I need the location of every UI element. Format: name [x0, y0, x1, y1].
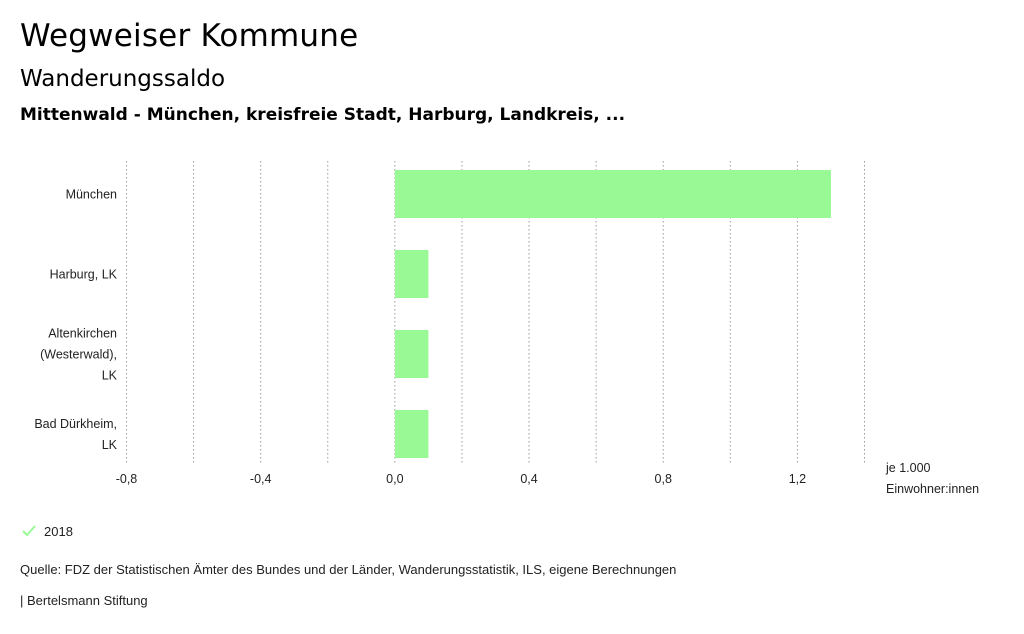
unit-label-line: je 1.000	[885, 461, 931, 475]
chart-region-subtitle: Mittenwald - München, kreisfreie Stadt, …	[20, 105, 626, 125]
unit-label: je 1.000 Einwohner:innen	[885, 461, 979, 496]
source-note: Quelle: FDZ der Statistischen Ämter des …	[20, 562, 677, 577]
category-labels: München Harburg, LK Altenkirchen (Westerwal…	[34, 188, 117, 453]
x-tick-label: 0,4	[520, 472, 537, 486]
bar-chart: München Harburg, LK Altenkirchen (Westerwal…	[34, 161, 979, 496]
category-label: Bad Dürkheim, LK	[34, 417, 117, 452]
publisher-note: | Bertelsmann Stiftung	[20, 593, 148, 608]
bar[interactable]	[394, 170, 831, 218]
page-title: Wegweiser Kommune	[20, 18, 359, 54]
category-label: München	[66, 188, 117, 202]
category-label: Altenkirchen (Westerwald), LK	[40, 327, 118, 383]
check-icon	[22, 525, 36, 537]
bar[interactable]	[394, 250, 429, 298]
x-tick-label: -0,8	[116, 472, 138, 486]
x-tick-label: 0,8	[655, 472, 672, 486]
unit-label-line: Einwohner:innen	[886, 482, 979, 496]
x-tick-label: 1,2	[789, 472, 806, 486]
x-tick-labels: -0,8 -0,4 0,0 0,4 0,8 1,2	[116, 472, 806, 486]
legend-label: 2018	[44, 523, 73, 539]
legend[interactable]: 2018	[20, 522, 73, 540]
bars	[394, 170, 831, 458]
x-tick-label: -0,4	[250, 472, 272, 486]
gridlines	[126, 161, 865, 464]
bar[interactable]	[394, 410, 429, 458]
x-tick-label: 0,0	[386, 472, 403, 486]
category-label: Harburg, LK	[50, 268, 118, 282]
chart-subtitle: Wanderungssaldo	[20, 66, 226, 92]
bar[interactable]	[394, 330, 429, 378]
